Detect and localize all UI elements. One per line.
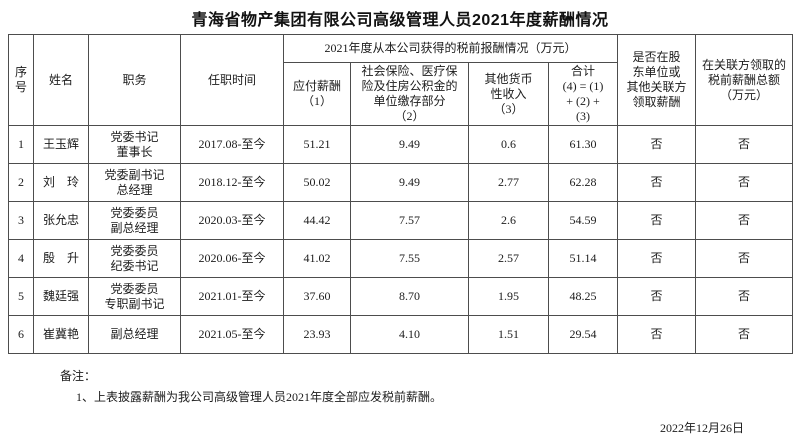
table-row: 2 刘 玲 党委副书记 总经理 2018.12-至今 50.02 9.49 2.… [8,163,794,202]
notes-section: 备注： 1、上表披露薪酬为我公司高级管理人员2021年度全部应发税前薪酬。 [60,367,800,405]
salary-table: 序 号 姓名 职务 任职时间 2021年度从本公司获得的税前报酬情况（万元） 是… [8,34,794,354]
table-row: 3 张允忠 党委委员 副总经理 2020.03-至今 44.42 7.57 2.… [8,201,794,240]
cell-payable: 50.02 [283,163,351,202]
cell-name: 王玉辉 [33,125,89,164]
cell-related-total: 否 [695,315,794,354]
document-date: 2022年12月26日 [659,421,744,434]
col-header-position: 职务 [88,34,181,126]
col-header-total: 合计 (4) = (1) + (2) + (3) [547,62,619,126]
cell-related-total: 否 [695,201,794,240]
cell-related-total: 否 [695,163,794,202]
col-header-insurance: 社会保险、医疗保 险及住房公积金的 单位缴存部分 （2） [350,62,469,126]
notes-label: 备注： [60,369,97,383]
cell-shareholder-pay: 否 [617,163,697,202]
cell-seq: 6 [8,315,34,354]
cell-other-income: 2.77 [468,163,549,202]
cell-tenure: 2017.08-至今 [180,125,284,164]
table-row: 6 崔冀艳 副总经理 2021.05-至今 23.93 4.10 1.51 29… [8,315,794,354]
cell-seq: 5 [8,277,34,316]
header-row-sub: 应付薪酬 （1） 社会保险、医疗保 险及住房公积金的 单位缴存部分 （2） 其他… [9,62,793,126]
col-header-seq: 序 号 [8,34,34,126]
header-row-group: 序 号 姓名 职务 任职时间 2021年度从本公司获得的税前报酬情况（万元） 是… [8,34,794,126]
cell-insurance: 9.49 [350,163,469,202]
cell-insurance: 7.57 [350,201,469,240]
cell-total: 54.59 [547,201,619,240]
cell-total: 29.54 [547,315,619,354]
cell-position: 党委副书记 总经理 [88,163,181,202]
cell-payable: 37.60 [283,277,351,316]
cell-related-total: 否 [695,239,794,278]
col-header-related-total: 在关联方领取的 税前薪酬总额 （万元） [695,34,794,126]
cell-name: 殷 升 [33,239,89,278]
cell-payable: 44.42 [283,201,351,240]
cell-shareholder-pay: 否 [617,125,697,164]
note-item-1: 1、上表披露薪酬为我公司高级管理人员2021年度全部应发税前薪酬。 [76,390,443,404]
col-header-payable: 应付薪酬 （1） [283,62,351,126]
cell-position: 党委委员 专职副书记 [88,277,181,316]
cell-other-income: 0.6 [468,125,549,164]
cell-tenure: 2020.03-至今 [180,201,284,240]
cell-insurance: 8.70 [350,277,469,316]
cell-name: 张允忠 [33,201,89,240]
cell-payable: 23.93 [283,315,351,354]
cell-tenure: 2020.06-至今 [180,239,284,278]
cell-tenure: 2018.12-至今 [180,163,284,202]
cell-position: 副总经理 [88,315,181,354]
cell-insurance: 4.10 [350,315,469,354]
cell-shareholder-pay: 否 [617,277,697,316]
page-title: 青海省物产集团有限公司高级管理人员2021年度薪酬情况 [191,12,609,29]
col-header-shareholder-pay: 是否在股 东单位或 其他关联方 领取薪酬 [617,34,697,126]
cell-name: 魏廷强 [33,277,89,316]
cell-position: 党委委员 副总经理 [88,201,181,240]
cell-other-income: 1.95 [468,277,549,316]
cell-insurance: 9.49 [350,125,469,164]
cell-seq: 4 [8,239,34,278]
cell-total: 62.28 [547,163,619,202]
cell-total: 61.30 [547,125,619,164]
cell-name: 崔冀艳 [33,315,89,354]
cell-tenure: 2021.01-至今 [180,277,284,316]
col-header-name: 姓名 [33,34,89,126]
col-header-other-income: 其他货币 性收入 （3） [468,62,549,126]
cell-shareholder-pay: 否 [617,239,697,278]
cell-seq: 1 [8,125,34,164]
col-header-remuneration-group: 2021年度从本公司获得的税前报酬情况（万元） [282,34,619,63]
cell-other-income: 1.51 [468,315,549,354]
table-row: 4 殷 升 党委委员 纪委书记 2020.06-至今 41.02 7.55 2.… [8,239,794,278]
table-row: 5 魏廷强 党委委员 专职副书记 2021.01-至今 37.60 8.70 1… [8,277,794,316]
cell-position: 党委书记 董事长 [88,125,181,164]
table-row: 1 王玉辉 党委书记 董事长 2017.08-至今 51.21 9.49 0.6… [8,125,794,164]
cell-total: 51.14 [547,239,619,278]
cell-shareholder-pay: 否 [617,201,697,240]
cell-related-total: 否 [695,125,794,164]
cell-insurance: 7.55 [350,239,469,278]
cell-position: 党委委员 纪委书记 [88,239,181,278]
cell-other-income: 2.57 [468,239,549,278]
cell-payable: 51.21 [283,125,351,164]
col-header-tenure: 任职时间 [180,34,284,126]
cell-other-income: 2.6 [468,201,549,240]
cell-seq: 2 [8,163,34,202]
cell-payable: 41.02 [283,239,351,278]
cell-related-total: 否 [695,277,794,316]
cell-seq: 3 [8,201,34,240]
cell-total: 48.25 [547,277,619,316]
cell-shareholder-pay: 否 [617,315,697,354]
cell-name: 刘 玲 [33,163,89,202]
cell-tenure: 2021.05-至今 [180,315,284,354]
